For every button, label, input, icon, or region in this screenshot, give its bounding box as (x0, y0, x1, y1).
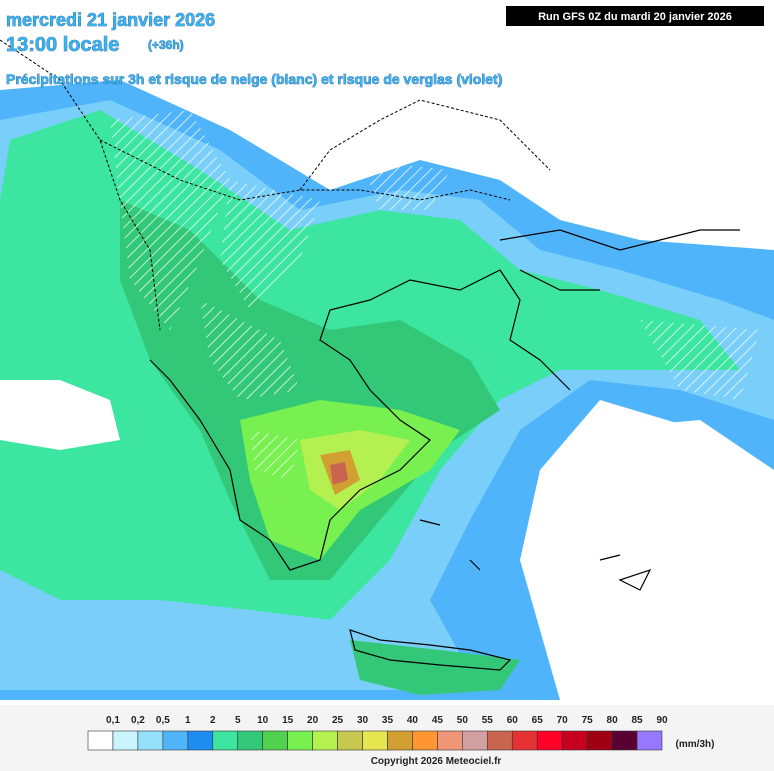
legend-swatch (611, 730, 638, 751)
legend-swatch (511, 730, 538, 751)
legend-label: 35 (382, 715, 394, 726)
legend-swatch (137, 730, 164, 751)
legend-label: 1 (185, 715, 191, 726)
legend-unit: (mm/3h) (676, 739, 715, 750)
legend-label: 70 (557, 715, 569, 726)
legend-swatch (387, 730, 413, 751)
precipitation-field (0, 80, 774, 705)
legend: 0,1 0,2 0,5 1 2 5 10 15 20 25 30 35 40 45 50 55 60 65 70 75… (87, 715, 668, 751)
copyright: Copyright 2026 Meteociel.fr (371, 756, 502, 767)
legend-swatch (586, 730, 613, 751)
legend-swatch (87, 730, 114, 751)
legend-label: 25 (332, 715, 344, 726)
legend-swatch (237, 730, 263, 751)
subtitle: Précipitations sur 3h et risque de neige… (6, 71, 502, 87)
legend-swatch (162, 730, 189, 751)
legend-label: 20 (307, 715, 319, 726)
legend-swatch (536, 730, 563, 751)
forecast-date: mercredi 21 janvier 2026 (6, 10, 215, 30)
legend-label: 0,2 (131, 715, 145, 726)
legend-swatch (337, 730, 363, 751)
legend-label: 0,5 (156, 715, 170, 726)
legend-label: 80 (607, 715, 619, 726)
legend-swatch (362, 730, 388, 751)
legend-swatch (636, 730, 663, 751)
run-box (506, 6, 764, 26)
legend-swatch (561, 730, 588, 751)
forecast-time: 13:00 locale (6, 34, 119, 56)
legend-label: 10 (257, 715, 269, 726)
legend-label: 50 (457, 715, 469, 726)
legend-swatch (487, 730, 513, 751)
legend-label: 75 (582, 715, 594, 726)
legend-swatch (312, 730, 338, 751)
legend-label: 55 (482, 715, 494, 726)
legend-label: 30 (357, 715, 369, 726)
legend-swatch (187, 730, 214, 751)
legend-swatch (462, 730, 488, 751)
coastlines (0, 39, 740, 671)
legend-label: 60 (507, 715, 519, 726)
legend-swatch (412, 730, 438, 751)
legend-label: 85 (631, 715, 643, 726)
legend-label: 2 (210, 715, 216, 726)
legend-label: 40 (407, 715, 419, 726)
legend-label: 45 (432, 715, 444, 726)
legend-label: 15 (282, 715, 294, 726)
legend-label: 0,1 (106, 715, 120, 726)
legend-swatch (262, 730, 288, 751)
legend-label: 5 (235, 715, 241, 726)
legend-swatch (112, 730, 139, 751)
legend-label: 90 (656, 715, 668, 726)
legend-label: 65 (532, 715, 544, 726)
legend-swatch (287, 730, 313, 751)
run-label: Run GFS 0Z du mardi 20 janvier 2026 (538, 11, 732, 23)
legend-swatch (212, 730, 239, 751)
forecast-lead: (+36h) (148, 38, 184, 52)
legend-swatch (437, 730, 463, 751)
